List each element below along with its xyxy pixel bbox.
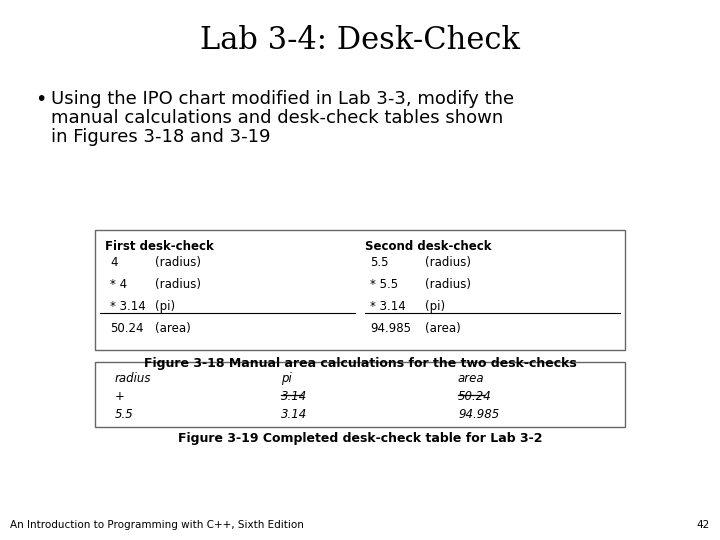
Text: in Figures 3-18 and 3-19: in Figures 3-18 and 3-19 [51, 128, 271, 146]
Text: Using the IPO chart modified in Lab 3-3, modify the: Using the IPO chart modified in Lab 3-3,… [51, 90, 514, 108]
Text: manual calculations and desk-check tables shown: manual calculations and desk-check table… [51, 109, 503, 127]
Text: 50.24: 50.24 [110, 322, 143, 335]
Text: 3.14: 3.14 [281, 408, 307, 421]
Text: 42: 42 [697, 520, 710, 530]
Text: 94.985: 94.985 [458, 408, 499, 421]
Text: (pi): (pi) [425, 300, 445, 313]
Text: * 4: * 4 [110, 278, 127, 291]
Text: pi: pi [281, 372, 292, 385]
Bar [95, 230, 625, 350]
Text: (radius): (radius) [425, 278, 471, 291]
Text: 5.5: 5.5 [370, 256, 389, 269]
Text: •: • [35, 90, 46, 109]
Bar [95, 362, 625, 427]
Text: (radius): (radius) [155, 256, 201, 269]
Text: Second desk-check: Second desk-check [365, 240, 492, 253]
Text: 4: 4 [110, 256, 117, 269]
Text: First desk-check: First desk-check [105, 240, 214, 253]
Text: (area): (area) [155, 322, 191, 335]
Text: radius: radius [115, 372, 151, 385]
Text: (radius): (radius) [425, 256, 471, 269]
Text: +: + [115, 390, 125, 403]
Text: (pi): (pi) [155, 300, 175, 313]
Text: 50.24: 50.24 [458, 390, 492, 403]
Text: * 5.5: * 5.5 [370, 278, 398, 291]
Text: Lab 3-4: Desk-Check: Lab 3-4: Desk-Check [200, 25, 520, 56]
Text: (radius): (radius) [155, 278, 201, 291]
Text: An Introduction to Programming with C++, Sixth Edition: An Introduction to Programming with C++,… [10, 520, 304, 530]
Text: Figure 3-19 Completed desk-check table for Lab 3-2: Figure 3-19 Completed desk-check table f… [178, 432, 542, 445]
Text: 3.14: 3.14 [281, 390, 307, 403]
Text: area: area [458, 372, 485, 385]
Text: 94.985: 94.985 [370, 322, 411, 335]
Text: (area): (area) [425, 322, 461, 335]
Text: 5.5: 5.5 [115, 408, 134, 421]
Text: * 3.14: * 3.14 [370, 300, 406, 313]
Text: Figure 3-18 Manual area calculations for the two desk-checks: Figure 3-18 Manual area calculations for… [143, 357, 577, 370]
Text: * 3.14: * 3.14 [110, 300, 145, 313]
